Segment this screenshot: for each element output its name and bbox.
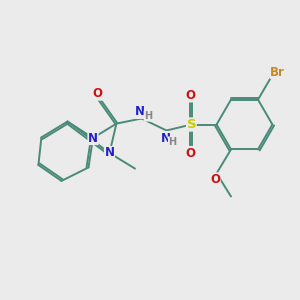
Text: S: S: [187, 118, 196, 131]
Text: H: H: [168, 137, 177, 147]
Text: N: N: [161, 131, 171, 145]
Text: H: H: [144, 111, 152, 121]
Text: O: O: [186, 146, 196, 160]
Text: N: N: [135, 105, 145, 119]
Text: Br: Br: [270, 65, 285, 79]
Text: O: O: [186, 89, 196, 102]
Text: N: N: [104, 146, 115, 160]
Text: O: O: [210, 173, 220, 186]
Text: N: N: [88, 131, 98, 145]
Text: O: O: [92, 87, 103, 100]
